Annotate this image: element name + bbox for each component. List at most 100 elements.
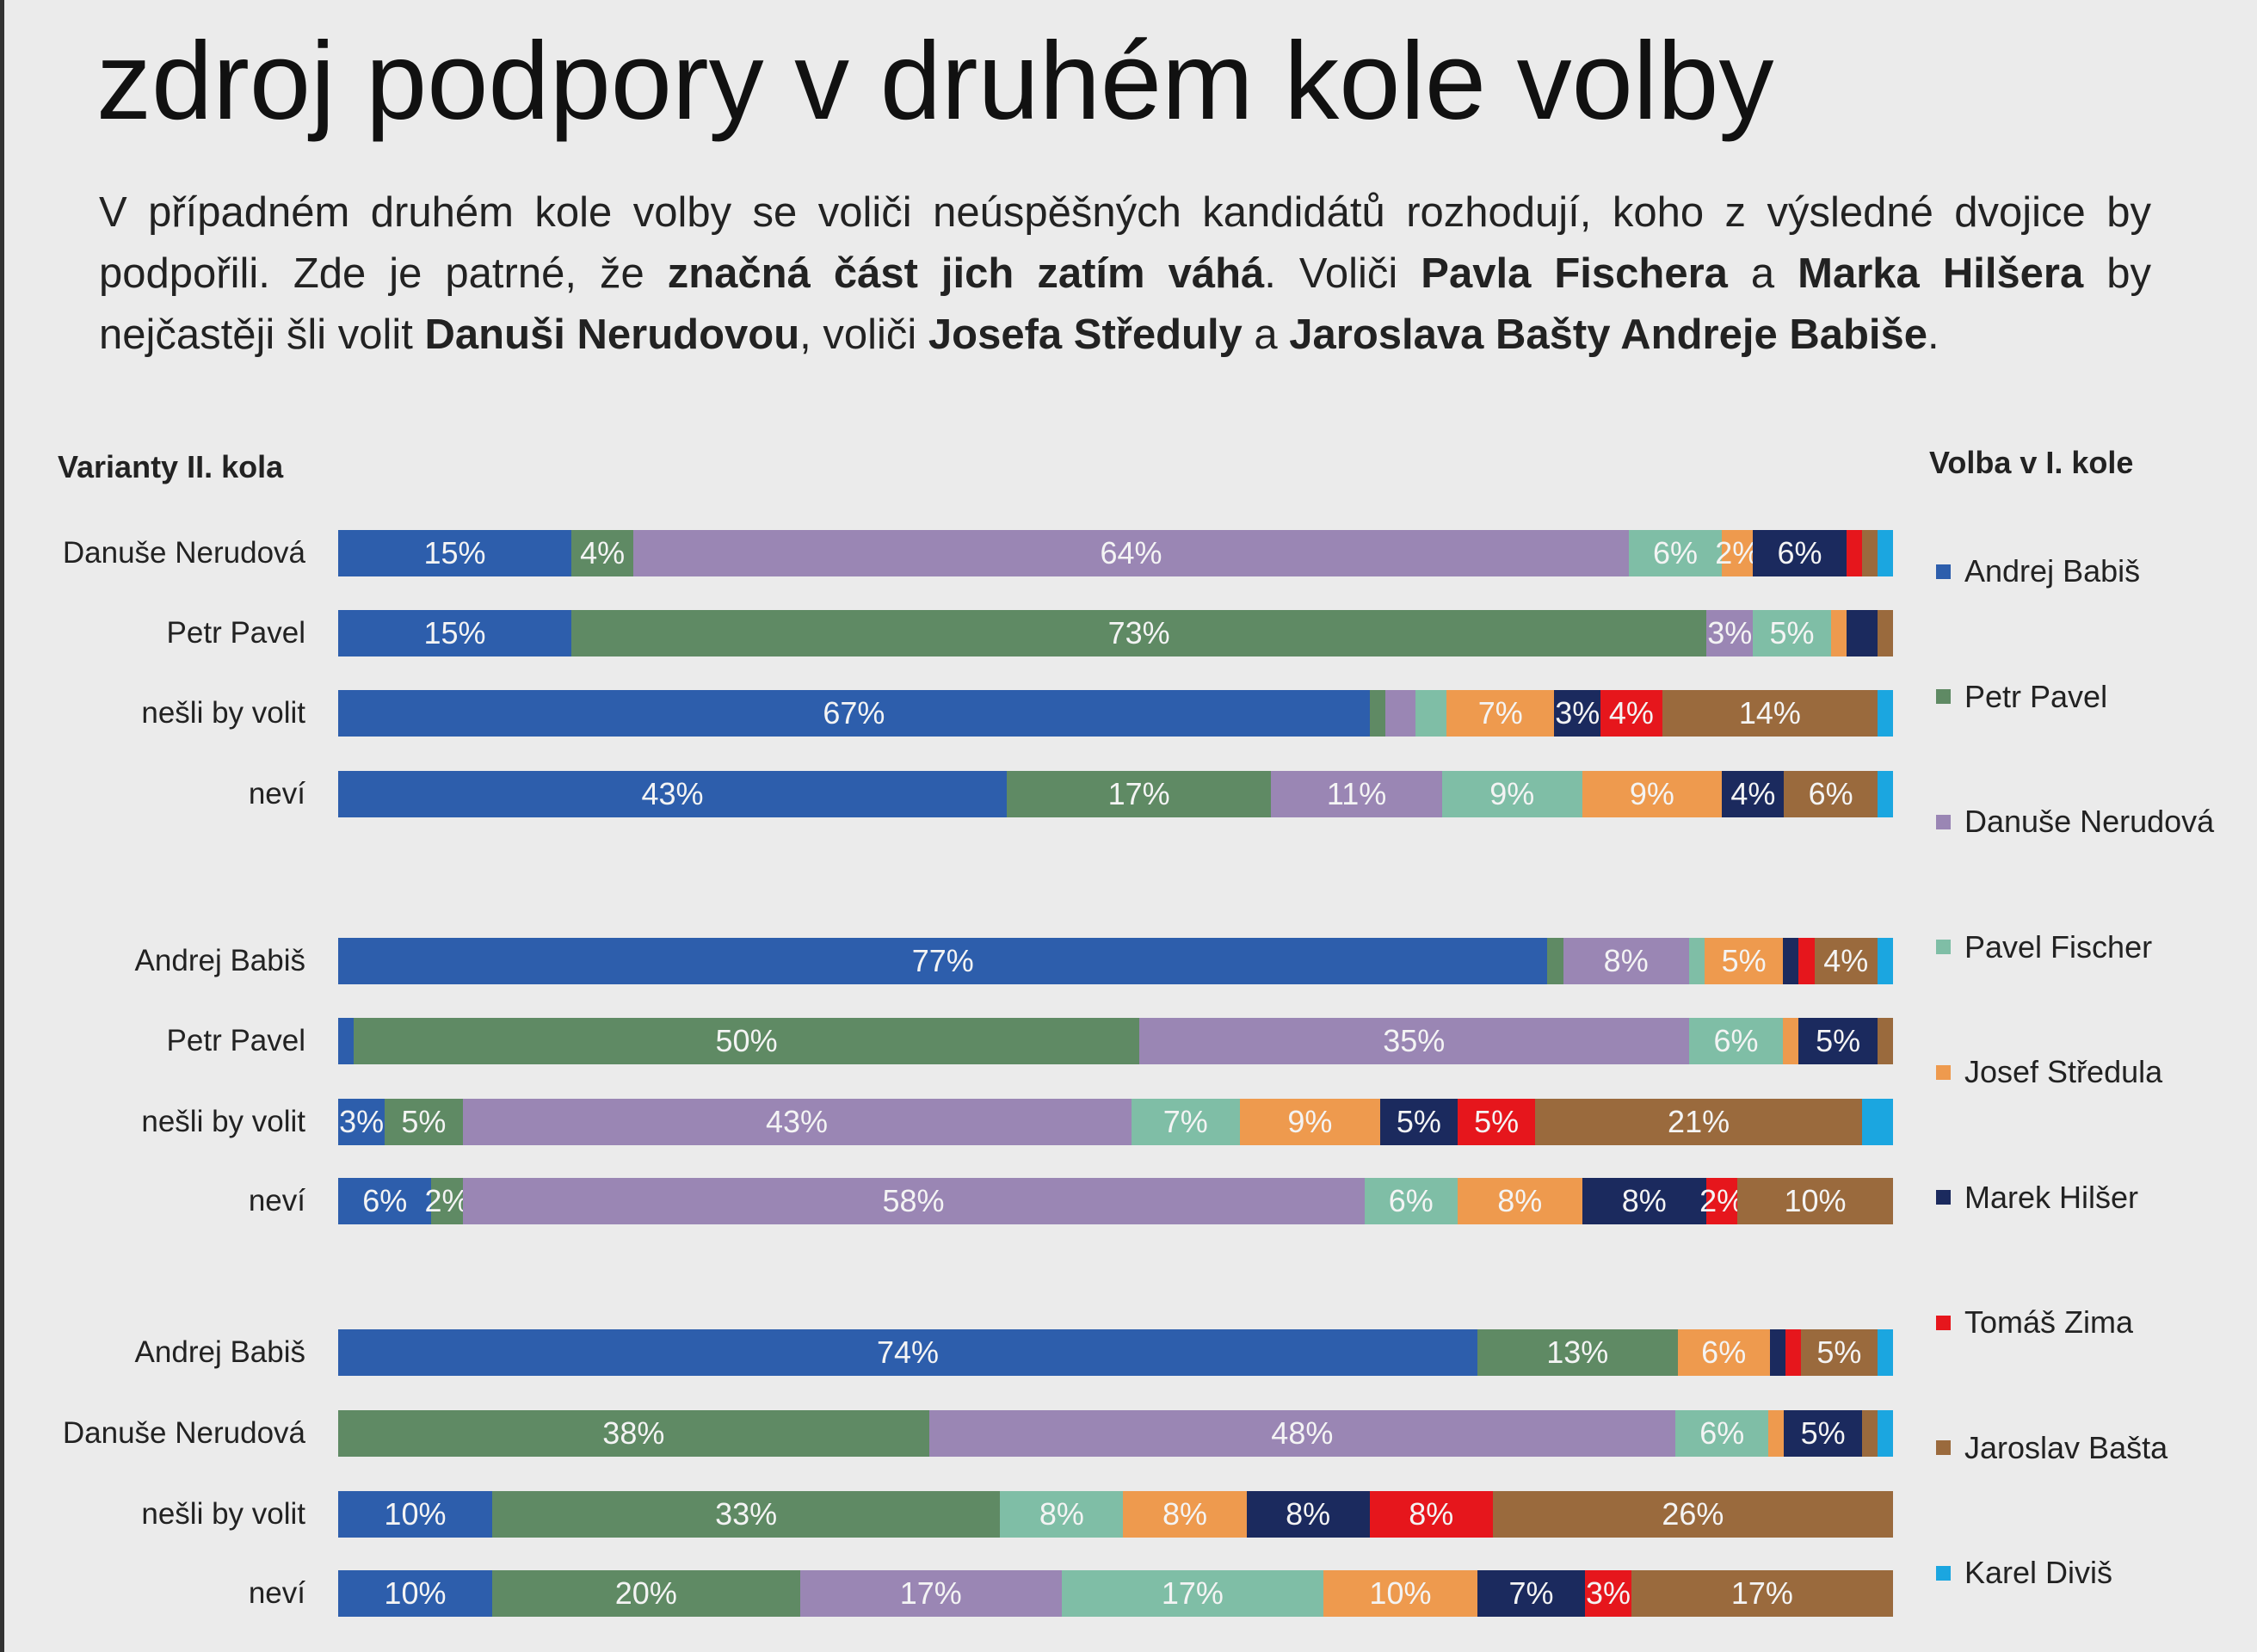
legend-label: Pavel Fischer	[1964, 928, 2153, 965]
bar-segment-jaroslav-bašta	[1877, 1018, 1893, 1064]
legend-item: Tomáš Zima	[1936, 1304, 2133, 1341]
bar-segment-petr-pavel	[1369, 690, 1385, 737]
bar-segment-andrej-babiš: 43%	[338, 771, 1007, 817]
data-label: 17%	[1107, 776, 1170, 811]
legend-label: Jaroslav Bašta	[1964, 1429, 2168, 1465]
data-label: 73%	[1107, 615, 1170, 650]
data-label: 9%	[1629, 776, 1674, 811]
data-label: 50%	[715, 1023, 778, 1058]
data-label: 15%	[423, 535, 486, 570]
legend-item: Marek Hilšer	[1936, 1180, 2138, 1216]
intro-text: .	[1927, 311, 1939, 358]
legend-swatch	[1936, 940, 1951, 954]
category-label: Andrej Babiš	[134, 944, 305, 977]
bar-segment-tomáš-zima: 3%	[1585, 1570, 1631, 1617]
page-title: zdroj podpory v druhém kole volby	[96, 20, 1774, 143]
data-label: 5%	[1816, 1335, 1862, 1370]
data-label: 14%	[1738, 695, 1801, 730]
category-label: Danuše Nerudová	[62, 536, 305, 570]
intro-text: a	[1727, 250, 1798, 297]
data-label: 5%	[1396, 1104, 1441, 1139]
data-label: 21%	[1668, 1104, 1730, 1139]
data-label: 74%	[876, 1335, 939, 1370]
bar-segment-jaroslav-bašta: 21%	[1535, 1099, 1862, 1145]
bar-segment-marek-hilšer: 5%	[1379, 1099, 1458, 1145]
bar-segment-danuše-nerudová: 3%	[1706, 610, 1754, 656]
legend-label: Danuše Nerudová	[1964, 804, 2215, 839]
legend-item: Pavel Fischer	[1936, 929, 2152, 965]
bar-segment-jaroslav-bašta	[1861, 1410, 1878, 1457]
bar-segment-tomáš-zima: 5%	[1458, 1099, 1536, 1145]
data-label: 64%	[1100, 535, 1162, 570]
intro-bold-text: Josefa Středuly	[928, 311, 1243, 358]
legend-label: Josef Středula	[1964, 1054, 2163, 1089]
legend-label: Andrej Babiš	[1964, 553, 2141, 589]
bar-segment-jaroslav-bašta: 14%	[1662, 690, 1878, 737]
data-label: 6%	[1699, 1415, 1745, 1451]
bar-segment-danuše-nerudová: 17%	[799, 1570, 1062, 1617]
legend-item: Jaroslav Bašta	[1936, 1430, 2168, 1466]
bar-segment-josef-středula: 8%	[1457, 1178, 1582, 1224]
bar-segment-petr-pavel: 13%	[1477, 1329, 1678, 1376]
data-label: 15%	[423, 615, 486, 650]
left-border	[0, 0, 4, 1652]
data-label: 4%	[1823, 943, 1869, 978]
bar-segment-andrej-babiš: 10%	[338, 1570, 492, 1617]
bar-segment-marek-hilšer: 4%	[1722, 771, 1785, 817]
stacked-bar: 77% 8% 5% 4%	[338, 938, 1893, 984]
bar-segment-tomáš-zima	[1798, 938, 1815, 984]
intro-bold-text: značná část jich zatím váhá	[667, 250, 1265, 297]
data-label: 38%	[602, 1415, 665, 1451]
data-label: 5%	[1769, 615, 1815, 650]
bar-segment-josef-středula	[1768, 1410, 1785, 1457]
bar-segment-danuše-nerudová: 48%	[928, 1410, 1676, 1457]
intro-bold-text: Marka Hilšera	[1798, 250, 2084, 297]
bar-segment-petr-pavel: 4%	[571, 530, 634, 576]
data-label: 4%	[1608, 695, 1654, 730]
intro-bold-text: Danuši Nerudovou	[424, 311, 800, 358]
legend-swatch	[1936, 564, 1951, 579]
bar-segment-danuše-nerudová: 35%	[1138, 1018, 1689, 1064]
bar-segment-tomáš-zima: 4%	[1600, 690, 1662, 737]
data-label: 17%	[1161, 1575, 1224, 1611]
bar-segment-andrej-babiš: 77%	[338, 938, 1548, 984]
bar-segment-jaroslav-bašta: 4%	[1814, 938, 1878, 984]
bar-segment-marek-hilšer: 8%	[1582, 1178, 1707, 1224]
bar-segment-pavel-fischer: 6%	[1675, 1410, 1769, 1457]
bar-segment-pavel-fischer: 7%	[1131, 1099, 1241, 1145]
legend-label: Karel Diviš	[1964, 1555, 2113, 1590]
legend-item: Danuše Nerudová	[1936, 804, 2214, 840]
bar-segment-jaroslav-bašta: 5%	[1800, 1329, 1878, 1376]
bar-segment-andrej-babiš: 15%	[338, 610, 572, 656]
bar-segment-danuše-nerudová: 43%	[462, 1099, 1132, 1145]
category-label: nešli by volit	[141, 1105, 305, 1138]
stacked-bar: 67% 7% 3% 4% 14%	[338, 690, 1893, 737]
data-label: 43%	[641, 776, 704, 811]
legend-swatch	[1936, 1190, 1951, 1205]
bar-segment-karel-diviš	[1877, 771, 1893, 817]
bar-segment-pavel-fischer: 6%	[1364, 1178, 1458, 1224]
legend-item: Petr Pavel	[1936, 679, 2107, 715]
intro-text: by nejčastěji šli volit	[99, 250, 2152, 358]
data-label: 3%	[1707, 615, 1753, 650]
intro-bold-text: Jaroslava Bašty Andreje Babiše	[1289, 311, 1928, 358]
data-label: 13%	[1546, 1335, 1609, 1370]
bar-segment-pavel-fischer: 8%	[1000, 1491, 1124, 1538]
data-label: 17%	[1730, 1575, 1793, 1611]
bar-segment-karel-diviš	[1877, 1410, 1893, 1457]
legend-swatch	[1936, 814, 1951, 829]
category-label: neví	[248, 777, 305, 811]
data-label: 4%	[580, 535, 626, 570]
data-label: 20%	[614, 1575, 677, 1611]
intro-text: . Voliči	[1264, 250, 1421, 297]
category-label: Danuše Nerudová	[62, 1416, 305, 1450]
bar-segment-danuše-nerudová	[1384, 690, 1416, 737]
bar-segment-danuše-nerudová: 58%	[462, 1178, 1365, 1224]
data-label: 8%	[1286, 1496, 1331, 1532]
bar-segment-petr-pavel: 50%	[354, 1018, 1139, 1064]
category-label: Andrej Babiš	[134, 1335, 305, 1369]
data-label: 6%	[1713, 1023, 1759, 1058]
legend-swatch	[1936, 1440, 1951, 1455]
data-label: 6%	[362, 1183, 408, 1218]
stacked-bar: 74% 13% 6% 5%	[338, 1329, 1893, 1376]
